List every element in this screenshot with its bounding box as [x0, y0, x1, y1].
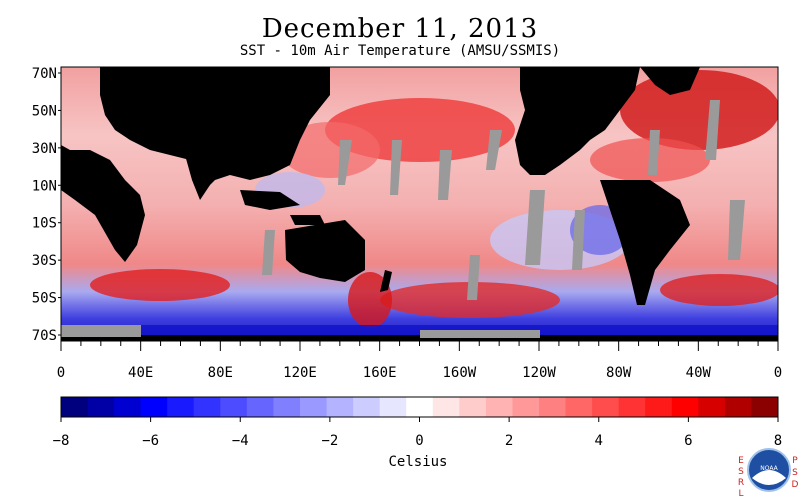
colorbar-swatch	[432, 397, 460, 417]
colorbar-swatch	[273, 397, 301, 417]
esrl-letter: L	[738, 489, 743, 499]
colorbar-swatch	[724, 397, 752, 417]
psd-letter: D	[792, 480, 799, 490]
colorbar-swatch	[539, 397, 567, 417]
colorbar-swatch	[512, 397, 540, 417]
colorbar-tick-label: 4	[595, 433, 603, 449]
colorbar-tick-label: 6	[684, 433, 692, 449]
colorbar-swatch	[61, 397, 89, 417]
latitude-label: 70S	[32, 328, 57, 344]
colorbar-swatch	[140, 397, 168, 417]
latitude-axis: 70N 50N 30N 10N 10S 30S 50S 70S	[32, 66, 61, 344]
colorbar-tick-label: −6	[142, 433, 159, 449]
land-masses	[61, 67, 778, 341]
colorbar-swatch	[751, 397, 779, 417]
colorbar-tick-label: −8	[53, 433, 70, 449]
longitude-label: 40W	[686, 365, 712, 381]
colorbar-swatch	[459, 397, 487, 417]
psd-letter: S	[792, 468, 798, 478]
longitude-label: 160E	[363, 365, 397, 381]
longitude-label: 120E	[283, 365, 317, 381]
map-subtitle: SST - 10m Air Temperature (AMSU/SSMIS)	[239, 43, 561, 59]
noaa-logo-text: NOAA	[760, 465, 778, 472]
colorbar-tick-label: −2	[321, 433, 338, 449]
colorbar-swatch	[246, 397, 274, 417]
latitude-label: 50N	[32, 103, 57, 119]
latitude-label: 70N	[32, 66, 57, 82]
colorbar-swatch	[671, 397, 699, 417]
colorbar-swatch	[698, 397, 726, 417]
map-panel	[61, 67, 778, 341]
latitude-label: 10N	[32, 178, 57, 194]
colorbar-swatch	[300, 397, 328, 417]
longitude-label: 80W	[606, 365, 632, 381]
longitude-label: 0	[57, 365, 65, 381]
anomaly-patches	[61, 70, 778, 341]
colorbar-swatch	[193, 397, 221, 417]
colorbar-swatch	[565, 397, 593, 417]
latitude-label: 10S	[32, 216, 57, 232]
colorbar-swatch	[645, 397, 673, 417]
no-data-swaths	[61, 100, 745, 338]
esrl-letter: S	[738, 467, 744, 477]
latitude-label: 50S	[32, 291, 57, 307]
colorbar-swatch	[353, 397, 381, 417]
colorbar-swatch	[618, 397, 646, 417]
noaa-logo: NOAA	[747, 448, 791, 492]
colorbar-swatch	[592, 397, 620, 417]
colorbar-tick-label: 2	[505, 433, 513, 449]
colorbar-swatch	[326, 397, 354, 417]
longitude-axis: 0 40E 80E 120E 160E 160W 120W 80W 40W 0	[57, 341, 782, 381]
colorbar-swatch	[379, 397, 407, 417]
colorbar-swatch	[114, 397, 142, 417]
longitude-label: 120W	[522, 365, 556, 381]
colorbar-swatch	[485, 397, 513, 417]
map-title: December 11, 2013	[261, 14, 539, 44]
colorbar-tick-label: 0	[415, 433, 423, 449]
psd-letter: P	[792, 456, 798, 466]
longitude-label: 0	[774, 365, 782, 381]
latitude-label: 30S	[32, 253, 57, 269]
colorbar-swatch	[167, 397, 195, 417]
colorbar-tick-label: 8	[774, 433, 782, 449]
colorbar-tick-label: −4	[232, 433, 249, 449]
colorbar-swatch	[406, 397, 434, 417]
colorbar-swatch	[87, 397, 115, 417]
longitude-label: 40E	[128, 365, 153, 381]
colorbar: −8 −6 −4 −2 0 2 4 6 8	[53, 396, 782, 449]
colorbar-label: Celsius	[388, 454, 447, 470]
latitude-label: 30N	[32, 141, 57, 157]
longitude-label: 160W	[442, 365, 476, 381]
esrl-letter: E	[738, 456, 744, 466]
colorbar-swatch	[220, 397, 248, 417]
esrl-letter: R	[738, 478, 744, 488]
longitude-label: 80E	[208, 365, 233, 381]
